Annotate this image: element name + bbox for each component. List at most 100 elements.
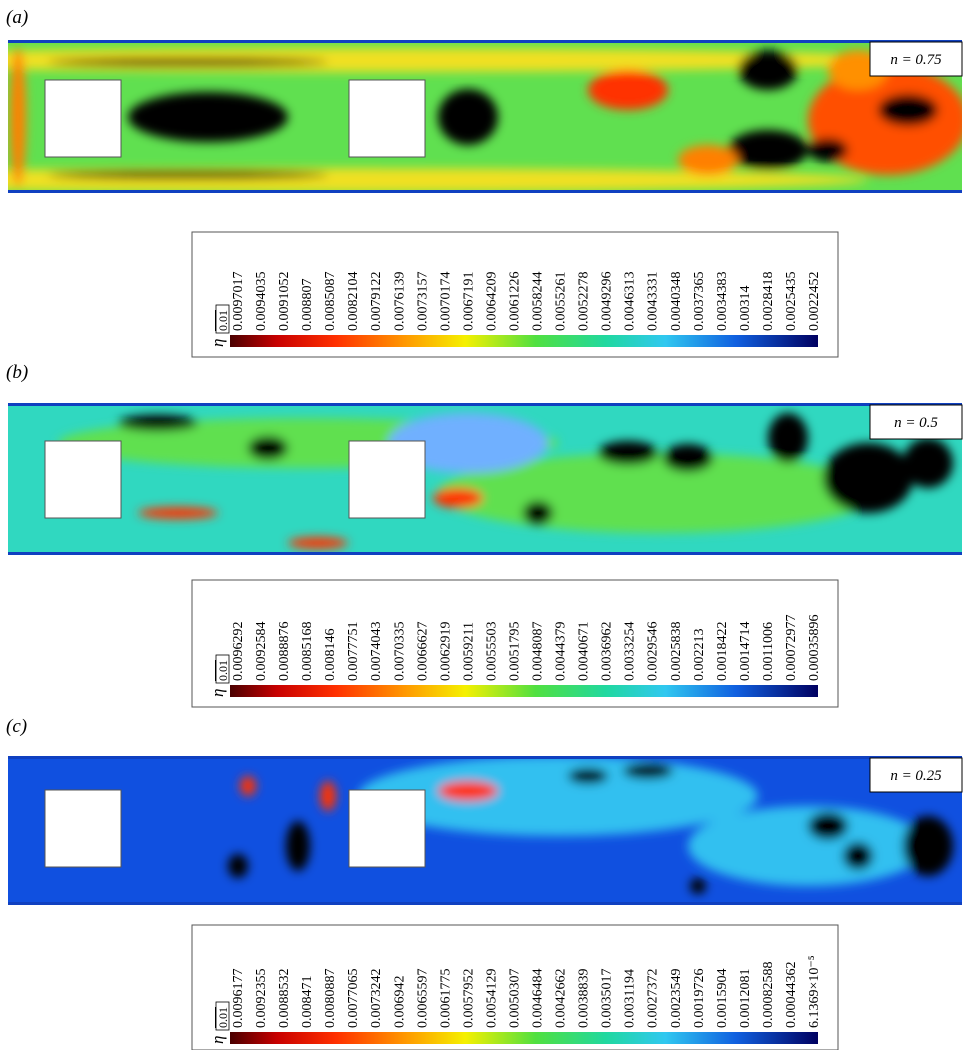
- flow-field: [0, 40, 966, 193]
- colorbar-tick-label: 0.0048087: [531, 622, 546, 682]
- colorbar-tick-label: 0.0077065: [346, 969, 361, 1029]
- figure: (a)n = 0.75η0.010.00970170.00940350.0091…: [0, 0, 966, 1050]
- panel-label: (c): [6, 716, 27, 737]
- colorbar-tick-label: 0.0049296: [600, 272, 615, 332]
- colorbar-tick-label: 0.0085168: [300, 622, 315, 682]
- cylinder: [349, 80, 425, 157]
- colorbar-tick-label: 0.0061775: [438, 969, 453, 1029]
- panel-label: (b): [6, 362, 28, 383]
- panel: (c)n = 0.25η0.010.00961770.00923550.0088…: [6, 716, 962, 1050]
- cylinder: [349, 790, 425, 867]
- colorbar-tick-label: 0.0094035: [254, 272, 269, 332]
- contour-blob: [728, 130, 808, 170]
- wall: [8, 403, 962, 406]
- colorbar-tick-label: 0.0011006: [761, 622, 776, 681]
- colorbar-tick-label: 0.0067191: [461, 272, 476, 332]
- colorbar-tick-label: 0.0025435: [784, 272, 799, 332]
- colorbar-tick-label: 0.0038839: [577, 969, 592, 1029]
- annotation: n = 0.75: [890, 52, 942, 68]
- panel-label: (a): [6, 7, 28, 28]
- contour-blob: [808, 138, 848, 162]
- colorbar-tick-label: 0.0015904: [715, 969, 730, 1029]
- contour-blob: [523, 501, 553, 525]
- colorbar-tick-label: 0.0018422: [715, 622, 730, 682]
- colorbar-tick-label: 0.0059211: [461, 622, 476, 681]
- contour-blob: [320, 781, 336, 811]
- colorbar-tick-label: 0.00082588: [761, 962, 776, 1029]
- colorbar-tick-label: 0.0076139: [392, 272, 407, 332]
- colorbar-tick-label: 0.0096177: [231, 969, 246, 1029]
- colorbar-tick-label: 0.0092584: [254, 622, 269, 682]
- colorbar-tick-label: 0.0040348: [669, 272, 684, 332]
- colorbar: [230, 1032, 818, 1044]
- cylinder: [349, 441, 425, 518]
- colorbar-tick-label: 0.0088876: [277, 622, 292, 682]
- colorbar-tick-label: 0.0036962: [600, 622, 615, 682]
- wall: [8, 756, 962, 759]
- colorbar-tick-label: 0.0050307: [507, 969, 522, 1029]
- colorbar-tick-label: 0.0029546: [646, 622, 661, 682]
- contour-blob: [738, 50, 798, 90]
- colorbar-tick-label: 0.0057952: [461, 969, 476, 1029]
- colorbar-tick-label: 0.0019726: [692, 969, 707, 1029]
- colorbar-tick-label: 0.0033254: [623, 622, 638, 682]
- colorbar-tick-label: 0.0074043: [369, 622, 384, 682]
- colorbar-symbol: η: [208, 339, 227, 347]
- colorbar-tick-label: 0.0073157: [415, 272, 430, 332]
- colorbar-tick-label: 0.00072977: [784, 615, 799, 682]
- colorbar-tick-label: 0.0035017: [600, 969, 615, 1029]
- colorbar-tick-label: 0.0064209: [484, 272, 499, 332]
- colorbar-tick-label: 0.00314: [738, 286, 753, 332]
- colorbar-tick-label: 0.0061226: [507, 272, 522, 332]
- contour-blob: [588, 70, 668, 110]
- colorbar-tick-label: 0.0023549: [669, 969, 684, 1029]
- colorbar-tick-label: 0.0092355: [254, 969, 269, 1029]
- contour-blob: [248, 436, 288, 460]
- colorbar-tick-label: 0.0070174: [438, 272, 453, 332]
- colorbar-tick-label: 0.0012081: [738, 969, 753, 1029]
- colorbar: [230, 335, 818, 347]
- contour-blob: [688, 806, 928, 886]
- contour-blob: [878, 94, 938, 126]
- colorbar-max: 0.01: [216, 1007, 230, 1028]
- colorbar-tick-label: 0.00035896: [807, 615, 822, 682]
- colorbar-tick-label: 0.0080887: [323, 969, 338, 1029]
- colorbar-tick-label: 0.006942: [392, 976, 407, 1029]
- colorbar-max: 0.01: [216, 660, 230, 681]
- wall: [8, 40, 962, 43]
- colorbar-tick-label: 0.0077751: [346, 622, 361, 682]
- colorbar: [230, 685, 818, 697]
- colorbar-tick-label: 0.0025838: [669, 622, 684, 682]
- colorbar-tick-label: 0.0042662: [554, 969, 569, 1029]
- contour-blob: [48, 58, 328, 66]
- colorbar-tick-label: 0.0040671: [577, 622, 592, 682]
- colorbar-tick-label: 0.0058244: [531, 272, 546, 332]
- contour-blob: [903, 438, 953, 488]
- colorbar-tick-label: 0.0079122: [369, 272, 384, 332]
- colorbar-tick-label: 0.0065597: [415, 969, 430, 1029]
- flow-field: [8, 756, 962, 905]
- colorbar-tick-label: 0.0046313: [623, 272, 638, 332]
- colorbar-tick-label: 0.0085087: [323, 272, 338, 332]
- cylinder: [45, 790, 121, 867]
- contour-blob: [768, 413, 808, 463]
- contour-blob: [623, 763, 673, 779]
- colorbar-tick-label: 0.0082104: [346, 272, 361, 332]
- colorbar-tick-label: 0.008471: [300, 976, 315, 1029]
- contour-blob: [138, 507, 218, 519]
- wall: [8, 552, 962, 555]
- wall: [8, 190, 962, 193]
- contour-blob: [903, 816, 953, 876]
- contour-blob: [288, 537, 348, 549]
- colorbar-tick-label: 0.0046484: [531, 969, 546, 1029]
- colorbar-tick-label: 0.0051795: [507, 622, 522, 682]
- annotation: n = 0.5: [894, 415, 938, 431]
- colorbar-tick-label: 0.008807: [300, 279, 315, 332]
- colorbar-tick-label: 0.0070335: [392, 622, 407, 682]
- contour-blob: [823, 443, 913, 513]
- colorbar-tick-label: 0.0034383: [715, 272, 730, 332]
- colorbar-tick-label: 0.00044362: [784, 962, 799, 1029]
- colorbar-tick-label: 0.0031194: [623, 969, 638, 1028]
